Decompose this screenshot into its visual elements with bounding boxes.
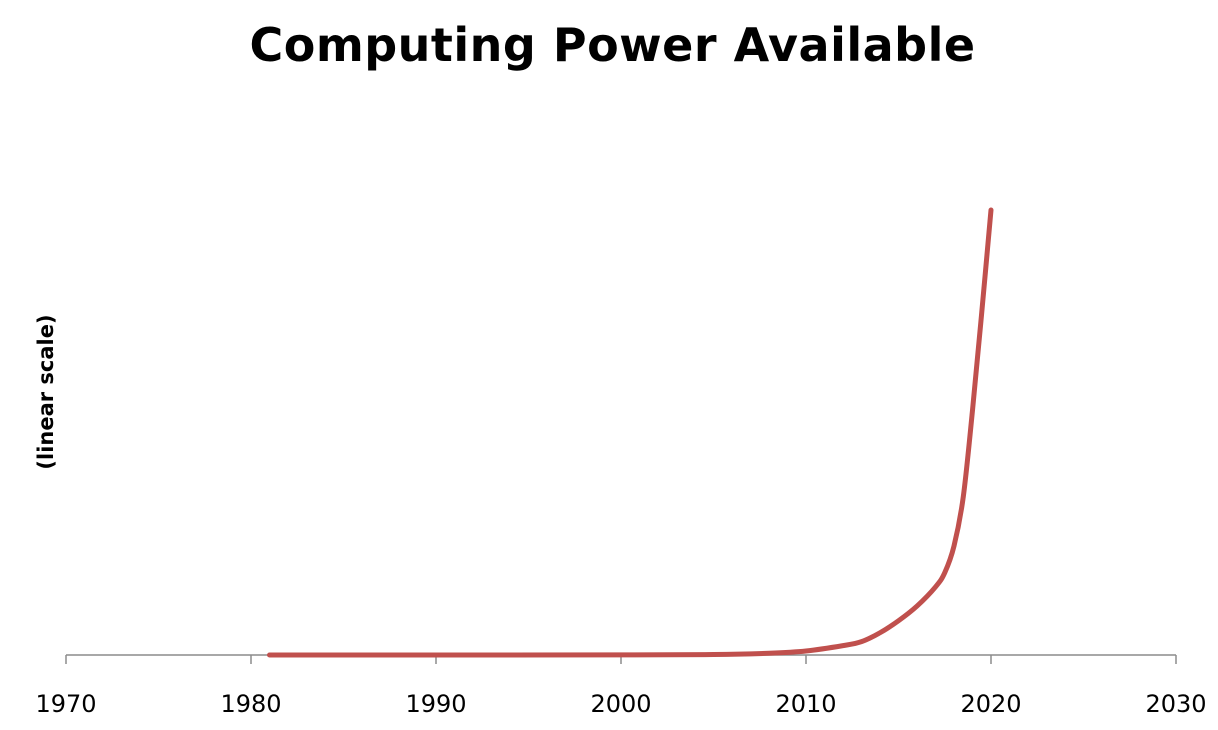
chart-title: Computing Power Available [249, 18, 976, 72]
x-axis: 1970 1980 1990 2000 2010 2020 2030 [35, 654, 1207, 718]
series-layer [267, 207, 994, 658]
series-line [267, 207, 994, 658]
x-tick-label: 1990 [405, 690, 466, 718]
x-tick-label: 2030 [1145, 690, 1206, 718]
x-tick-label: 1980 [220, 690, 281, 718]
x-tick-label: 1970 [35, 690, 96, 718]
x-tick-label: 2000 [590, 690, 651, 718]
x-tick-label: 2010 [775, 690, 836, 718]
x-tick-label: 2020 [960, 690, 1021, 718]
